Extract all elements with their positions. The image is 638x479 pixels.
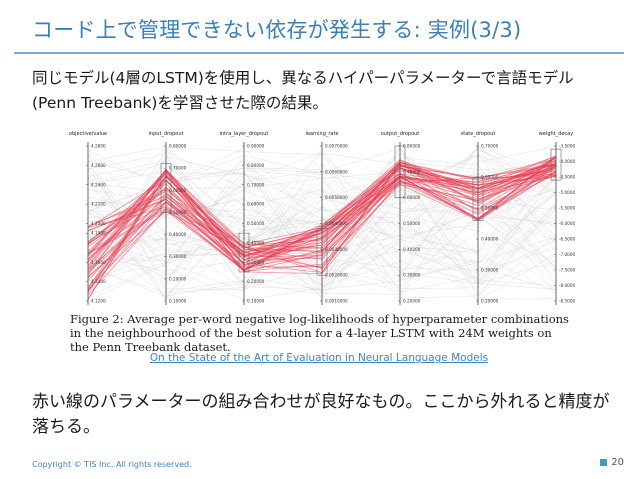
selection-box bbox=[316, 228, 328, 276]
tick-label: 0.30000 bbox=[169, 254, 187, 259]
tick-label: 0.20000 bbox=[403, 299, 421, 304]
page-number: 20 bbox=[600, 457, 624, 468]
tick-label: 4.2000 bbox=[91, 221, 106, 226]
tick-label: 0.70000 bbox=[481, 144, 499, 149]
source-link[interactable]: On the State of the Art of Evaluation in… bbox=[149, 352, 489, 364]
tick-label: -5.5000 bbox=[559, 206, 575, 211]
tick-label: 0.40000 bbox=[403, 247, 421, 252]
selection-box bbox=[394, 145, 406, 198]
tick-label: 0.70000 bbox=[169, 166, 187, 171]
tick-label: 4.2400 bbox=[91, 182, 106, 187]
axis-label: output_dropout bbox=[381, 131, 420, 137]
tick-label: 0.90000 bbox=[247, 144, 265, 149]
tick-label: 0.10000 bbox=[169, 299, 187, 304]
tick-label: 0.0060000 bbox=[325, 169, 348, 174]
selection-box bbox=[238, 232, 250, 273]
tick-label: 0.0040000 bbox=[325, 221, 348, 226]
tick-label: 0.80000 bbox=[403, 144, 421, 149]
axis-label: intra_layer_dropout bbox=[220, 131, 269, 137]
figure-caption: Figure 2: Average per-word negative log-… bbox=[70, 312, 569, 354]
tick-label: 0.50000 bbox=[247, 221, 265, 226]
axis-label: learning_rate bbox=[305, 131, 338, 137]
copyright: Copyright © TIS Inc. All rights reserved… bbox=[32, 460, 192, 469]
tick-label: 0.80000 bbox=[247, 163, 265, 168]
title-rule bbox=[14, 52, 624, 54]
tick-label: 0.80000 bbox=[169, 144, 187, 149]
tick-label: 4.2200 bbox=[91, 202, 106, 207]
tick-label: -8.0000 bbox=[559, 283, 575, 288]
tick-label: -3.5000 bbox=[559, 144, 575, 149]
tick-label: 0.40000 bbox=[247, 240, 265, 245]
slide-title: コード上で管理できない依存が発生する: 実例(3/3) bbox=[32, 18, 522, 42]
tick-label: 0.0070000 bbox=[325, 144, 348, 149]
tick-label: 0.50000 bbox=[169, 210, 187, 215]
tick-label: -6.0000 bbox=[559, 221, 575, 226]
tick-label: 0.0010000 bbox=[325, 299, 348, 304]
page-square-icon bbox=[600, 459, 608, 466]
tick-label: 0.70000 bbox=[403, 169, 421, 174]
tick-label: 0.30000 bbox=[403, 273, 421, 278]
tick-label: 0.30000 bbox=[481, 268, 499, 273]
tick-label: -4.5000 bbox=[559, 175, 575, 180]
parallel-coordinates-figure: objective/value 4.2800 4.2600 4.2400 4.2200 4… bbox=[69, 131, 575, 305]
tick-label: -5.0000 bbox=[559, 190, 575, 195]
selection-box bbox=[472, 176, 484, 221]
tick-label: -4.0000 bbox=[559, 159, 575, 164]
tick-label: 4.1400 bbox=[91, 279, 106, 284]
tick-label: 0.70000 bbox=[247, 182, 265, 187]
tick-label: 0.10000 bbox=[247, 299, 265, 304]
tick-label: 0.0050000 bbox=[325, 195, 348, 200]
tick-label: 0.50000 bbox=[481, 206, 499, 211]
conclusion-text: 赤い線のパラメーターの組み合わせが良好なもの。ここから外れると精度が落ちる。 bbox=[32, 392, 610, 437]
tick-label: 4.1600 bbox=[91, 260, 106, 265]
tick-label: 0.60000 bbox=[481, 175, 499, 180]
axes: objective/value 4.2800 4.2600 4.2400 4.2200 4… bbox=[69, 131, 575, 305]
tick-label: -7.0000 bbox=[559, 252, 575, 257]
axis-label: state_dropout bbox=[461, 131, 496, 137]
tick-label: 4.2800 bbox=[91, 144, 106, 149]
page-number-text: 20 bbox=[611, 457, 624, 468]
tick-label: 0.60000 bbox=[169, 188, 187, 193]
tick-label: 0.30000 bbox=[247, 260, 265, 265]
tick-label: -7.5000 bbox=[559, 268, 575, 273]
tick-label: 0.20000 bbox=[247, 279, 265, 284]
axis-label: input_dropout bbox=[149, 131, 184, 137]
tick-label: 4.1900 bbox=[91, 231, 106, 236]
tick-label: 0.60000 bbox=[247, 202, 265, 207]
tick-label: 4.2600 bbox=[91, 163, 106, 168]
axis-label: objective/value bbox=[69, 131, 107, 137]
tick-label: 0.40000 bbox=[481, 237, 499, 242]
tick-label: 0.20000 bbox=[481, 299, 499, 304]
tick-label: 0.0030000 bbox=[325, 247, 348, 252]
tick-label: 0.20000 bbox=[169, 276, 187, 281]
tick-label: 0.50000 bbox=[403, 221, 421, 226]
axis-label: weight_decay bbox=[539, 131, 573, 137]
selection-box bbox=[160, 163, 172, 213]
intro-text: 同じモデル(4層のLSTM)を使用し、異なるハイパーパラメーターで言語モデル(P… bbox=[32, 69, 574, 112]
tick-label: -6.5000 bbox=[559, 237, 575, 242]
tick-label: 0.60000 bbox=[403, 195, 421, 200]
selection-box bbox=[550, 148, 562, 181]
tick-label: 0.40000 bbox=[169, 232, 187, 237]
tick-label: 4.1200 bbox=[91, 299, 106, 304]
tick-label: -8.5000 bbox=[559, 299, 575, 304]
tick-label: 0.0020000 bbox=[325, 273, 348, 278]
